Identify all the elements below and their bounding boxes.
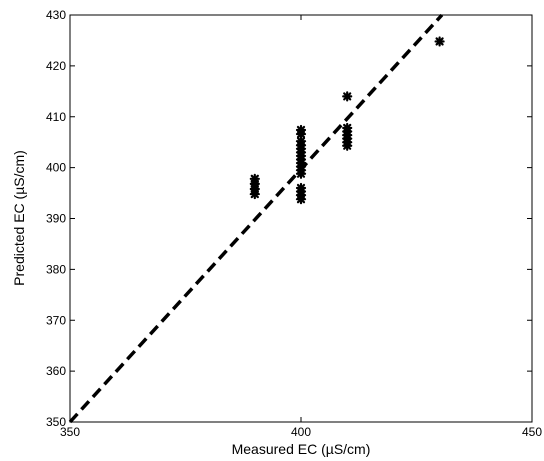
x-tick-label: 450 xyxy=(522,425,542,439)
data-point xyxy=(295,124,307,136)
fit-line xyxy=(68,13,444,424)
y-tick-label: 430 xyxy=(46,8,66,22)
data-points xyxy=(249,36,445,205)
data-point xyxy=(249,173,260,184)
data-point xyxy=(342,91,353,102)
y-tick-label: 410 xyxy=(46,110,66,124)
fit-line-group xyxy=(68,13,444,424)
y-axis-ticks: 350 360 370 380 390 400 410 420 430 xyxy=(46,8,532,429)
data-point xyxy=(434,36,445,47)
y-tick-label: 420 xyxy=(46,59,66,73)
x-axis-title: Measured EC (µS/cm) xyxy=(232,441,371,457)
y-tick-label: 390 xyxy=(46,212,66,226)
data-point xyxy=(295,182,307,194)
y-tick-label: 370 xyxy=(46,313,66,327)
x-tick-label: 350 xyxy=(60,425,80,439)
y-tick-label: 350 xyxy=(46,415,66,429)
y-axis-title: Predicted EC (µS/cm) xyxy=(11,150,27,286)
data-point xyxy=(295,136,307,147)
y-tick-label: 380 xyxy=(46,262,66,276)
data-point xyxy=(342,122,353,134)
x-tick-label: 400 xyxy=(291,425,311,439)
y-tick-label: 400 xyxy=(46,161,66,175)
plot-area xyxy=(69,14,533,423)
x-axis-ticks: 350 400 450 xyxy=(60,15,542,439)
y-tick-label: 360 xyxy=(46,364,66,378)
